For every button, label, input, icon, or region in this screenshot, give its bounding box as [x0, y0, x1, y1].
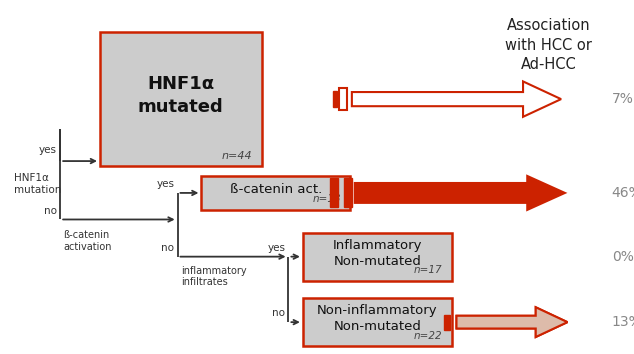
Text: Inflammatory
Non-mutated: Inflammatory Non-mutated [332, 239, 422, 268]
FancyArrow shape [354, 174, 567, 211]
Text: n=17: n=17 [413, 265, 442, 275]
Text: Association
with HCC or
Ad-HCC: Association with HCC or Ad-HCC [505, 18, 592, 72]
Text: no: no [44, 206, 57, 216]
Bar [330, 178, 338, 207]
Text: no: no [161, 243, 174, 253]
Text: n=44: n=44 [221, 151, 252, 161]
Bar [444, 315, 450, 330]
Text: HNF1α
mutated: HNF1α mutated [138, 75, 224, 116]
Text: 0%: 0% [612, 250, 634, 264]
FancyBboxPatch shape [202, 176, 350, 210]
Polygon shape [456, 307, 567, 337]
FancyBboxPatch shape [303, 298, 451, 346]
Text: 7%: 7% [612, 92, 634, 106]
Bar [339, 88, 347, 110]
Bar [344, 178, 352, 207]
Text: inflammatory
infiltrates: inflammatory infiltrates [181, 266, 247, 287]
Bar [333, 91, 337, 107]
Text: ß-catenin act.: ß-catenin act. [230, 183, 322, 196]
Polygon shape [352, 81, 561, 117]
Text: Non-inflammatory
Non-mutated: Non-inflammatory Non-mutated [317, 304, 437, 333]
Text: 13%: 13% [612, 315, 634, 329]
Polygon shape [456, 307, 567, 337]
Text: ß-catenin
activation: ß-catenin activation [63, 230, 112, 252]
Text: n=13: n=13 [312, 194, 341, 204]
FancyBboxPatch shape [100, 32, 261, 166]
Text: n=22: n=22 [413, 331, 442, 341]
Text: no: no [272, 308, 285, 318]
Text: yes: yes [268, 243, 285, 253]
Text: yes: yes [157, 179, 174, 189]
Text: 46%: 46% [612, 186, 634, 200]
FancyBboxPatch shape [303, 233, 451, 280]
Text: HNF1α
mutation: HNF1α mutation [14, 173, 61, 195]
Text: yes: yes [39, 145, 57, 155]
